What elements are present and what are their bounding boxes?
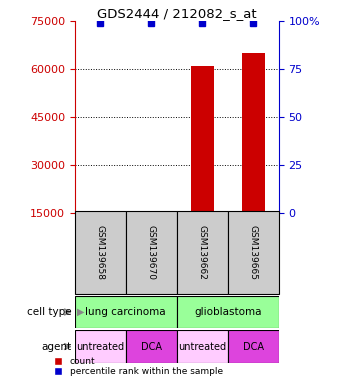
Bar <box>177 211 228 294</box>
Bar <box>126 211 177 294</box>
Text: cell type: cell type <box>27 307 71 317</box>
Text: lung carcinoma: lung carcinoma <box>85 307 166 317</box>
Text: untreated: untreated <box>178 341 226 352</box>
Bar <box>75 296 177 328</box>
Bar <box>228 211 279 294</box>
Bar <box>177 330 228 363</box>
Text: untreated: untreated <box>76 341 124 352</box>
Text: GSM139665: GSM139665 <box>249 225 258 280</box>
Text: GSM139670: GSM139670 <box>147 225 156 280</box>
Text: GSM139662: GSM139662 <box>198 225 207 280</box>
Bar <box>89 212 112 213</box>
Bar <box>126 330 177 363</box>
Text: GSM139658: GSM139658 <box>96 225 105 280</box>
Legend: count, percentile rank within the sample: count, percentile rank within the sample <box>45 353 226 379</box>
Text: DCA: DCA <box>243 341 264 352</box>
Text: agent: agent <box>41 341 71 352</box>
Text: DCA: DCA <box>141 341 162 352</box>
Bar <box>75 211 126 294</box>
Title: GDS2444 / 212082_s_at: GDS2444 / 212082_s_at <box>97 7 257 20</box>
Bar <box>177 296 279 328</box>
Bar <box>191 66 214 213</box>
Bar <box>75 330 126 363</box>
Text: glioblastoma: glioblastoma <box>194 307 261 317</box>
Bar <box>140 210 163 213</box>
Bar <box>242 53 265 213</box>
Bar <box>228 330 279 363</box>
Text: ▶: ▶ <box>76 307 84 317</box>
